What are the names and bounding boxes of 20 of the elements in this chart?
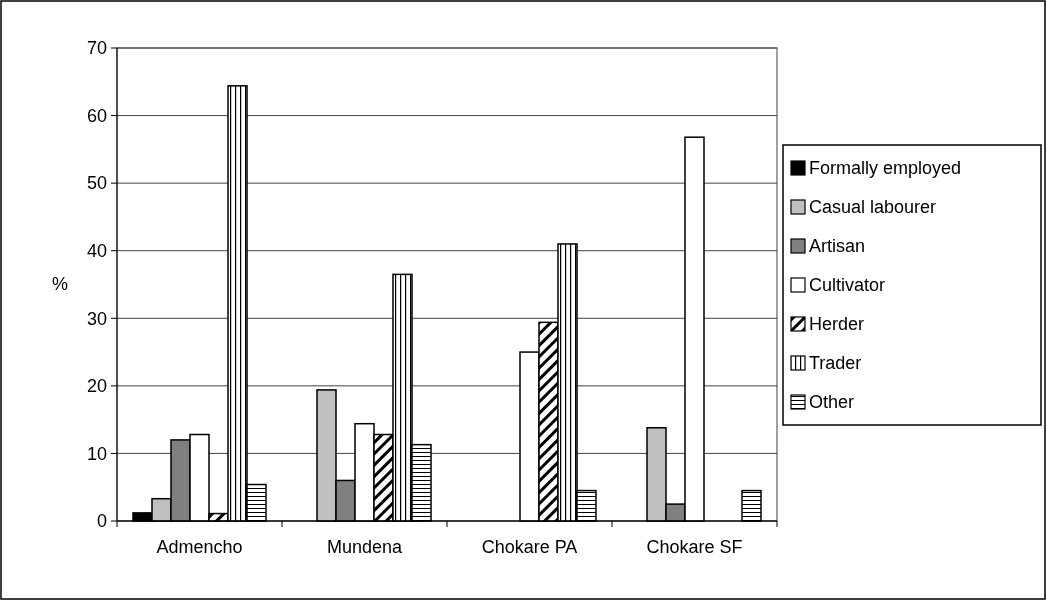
x-tick-label: Mundena <box>326 537 404 557</box>
x-tick-label: Chokare SF <box>646 537 743 557</box>
y-tick-label: 60 <box>86 105 107 126</box>
y-tick-label: 40 <box>86 241 107 262</box>
y-axis-title: % <box>51 274 69 294</box>
legend-label: Other <box>809 392 855 413</box>
x-tick-label: Chokare PA <box>481 537 578 557</box>
legend-label: Trader <box>809 353 862 374</box>
y-tick-label: 20 <box>86 376 107 397</box>
y-tick-label: 50 <box>86 173 107 194</box>
legend-label: Casual labourer <box>809 197 937 218</box>
legend-label: Artisan <box>809 236 866 257</box>
y-tick-label: 10 <box>86 443 107 464</box>
legend-label: Formally employed <box>809 158 962 179</box>
y-tick-label: 0 <box>96 511 107 532</box>
y-tick-label: 70 <box>86 38 107 59</box>
legend-label: Herder <box>809 314 865 335</box>
x-tick-label: Admencho <box>156 537 243 557</box>
y-tick-label: 30 <box>86 308 107 329</box>
legend-label: Cultivator <box>809 275 886 296</box>
